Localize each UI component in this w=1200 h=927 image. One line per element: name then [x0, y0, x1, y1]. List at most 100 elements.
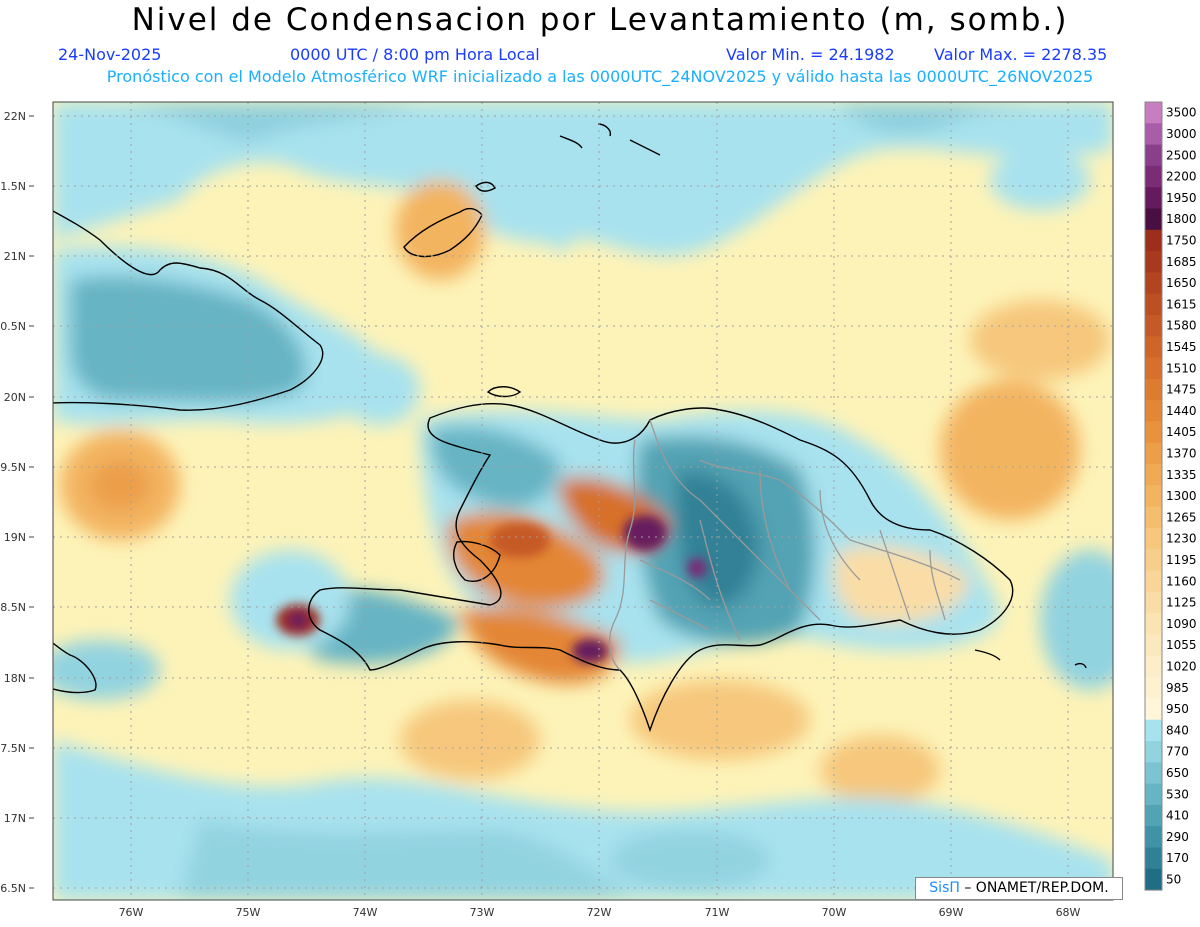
- lon-label: 71W: [705, 906, 730, 919]
- legend-swatch: [1145, 208, 1162, 231]
- lat-label: 21N: [4, 250, 26, 263]
- legend-swatch: [1145, 570, 1162, 593]
- legend-label: 1440: [1166, 404, 1197, 418]
- legend-label: 2500: [1166, 148, 1197, 162]
- legend-label: 1125: [1166, 596, 1197, 610]
- latitude-labels: 22N 1.5N 21N 0.5N 20N 9.5N 19N 8.5N 18N …: [0, 110, 26, 895]
- lat-label: 9.5N: [0, 461, 26, 474]
- legend-label: 1750: [1166, 233, 1197, 247]
- lon-label: 72W: [587, 906, 612, 919]
- color-legend: 3500 3000 2500 2200 1950 1800 1750 1685 1650 1615…: [1144, 101, 1197, 891]
- legend-swatch: [1145, 357, 1162, 380]
- legend-label: 950: [1166, 702, 1189, 716]
- max-value-label: Valor Max. = 2278.35: [934, 45, 1108, 64]
- legend-swatch: [1145, 400, 1162, 422]
- forecast-label: Pronóstico con el Modelo Atmosférico WRF…: [106, 67, 1094, 86]
- legend-label: 1230: [1166, 532, 1197, 546]
- legend-swatch: [1145, 677, 1162, 699]
- legend-swatch: [1145, 464, 1162, 486]
- legend-swatch: [1145, 783, 1162, 806]
- legend-swatch: [1145, 634, 1162, 657]
- legend-swatch: [1145, 378, 1162, 401]
- legend-swatch: [1145, 762, 1162, 784]
- legend-label: 1160: [1166, 574, 1197, 588]
- legend-label: 3000: [1166, 127, 1197, 141]
- legend-swatch: [1145, 229, 1162, 252]
- legend-label: 1615: [1166, 297, 1197, 311]
- legend-swatch: [1145, 591, 1162, 614]
- legend-swatch: [1145, 528, 1162, 550]
- legend-label: 2200: [1166, 170, 1197, 184]
- legend-swatch: [1145, 442, 1162, 465]
- legend-label: 3500: [1166, 106, 1197, 120]
- legend-swatch: [1145, 293, 1162, 316]
- lat-label: 7.5N: [0, 742, 26, 755]
- lon-label: 76W: [119, 906, 144, 919]
- lon-label: 74W: [353, 906, 378, 919]
- legend-label: 840: [1166, 723, 1189, 737]
- legend-swatch: [1145, 251, 1162, 273]
- legend-swatch: [1145, 187, 1162, 209]
- lat-label: 8.5N: [0, 601, 26, 614]
- province-borders: [608, 419, 961, 671]
- legend-label: 1300: [1166, 489, 1197, 503]
- legend-label: 410: [1166, 809, 1189, 823]
- longitude-labels: 76W 75W 74W 73W 72W 71W 70W 69W 68W: [119, 906, 1081, 919]
- lat-ticks: [29, 115, 34, 889]
- credit-brand: SisΠ: [929, 880, 960, 896]
- credit-box: SisΠ – ONAMET/REP.DOM.: [915, 877, 1123, 900]
- legend-label: 770: [1166, 745, 1189, 759]
- legend-swatch: [1145, 336, 1162, 358]
- legend-swatch: [1145, 613, 1162, 635]
- legend-swatch: [1145, 741, 1162, 763]
- legend-swatch: [1145, 698, 1162, 721]
- lat-label: 0.5N: [0, 320, 26, 333]
- lat-label: 19N: [4, 531, 26, 544]
- legend-label: 1090: [1166, 617, 1197, 631]
- legend-label: 1950: [1166, 191, 1197, 205]
- legend-label: 1020: [1166, 659, 1197, 673]
- legend-label: 1545: [1166, 340, 1197, 354]
- legend-label: 170: [1166, 851, 1189, 865]
- legend-swatch: [1145, 123, 1162, 145]
- legend-swatch: [1145, 485, 1162, 508]
- lat-label: 20N: [4, 391, 26, 404]
- legend-label: 1335: [1166, 468, 1197, 482]
- legend-swatch: [1145, 655, 1162, 678]
- lat-label: 22N: [4, 110, 26, 123]
- legend-label: 985: [1166, 681, 1189, 695]
- shaded-field: [53, 102, 1113, 900]
- legend-swatch: [1145, 315, 1162, 337]
- legend-swatch: [1145, 847, 1162, 870]
- legend-swatch: [1145, 165, 1162, 188]
- legend-label: 1580: [1166, 319, 1197, 333]
- legend-label: 290: [1166, 830, 1189, 844]
- legend-label: 1370: [1166, 446, 1197, 460]
- legend-label: 1800: [1166, 212, 1197, 226]
- lon-label: 75W: [236, 906, 261, 919]
- lon-label: 70W: [822, 906, 847, 919]
- map-title: Nivel de Condensacion por Levantamiento …: [131, 2, 1069, 38]
- legend-swatch: [1145, 144, 1162, 167]
- legend-label: 650: [1166, 766, 1189, 780]
- legend-swatch: [1145, 826, 1162, 848]
- legend-swatch: [1145, 719, 1162, 742]
- legend-label: 1510: [1166, 361, 1197, 375]
- legend-swatch: [1145, 272, 1162, 295]
- legend-label: 1055: [1166, 638, 1197, 652]
- lon-label: 73W: [470, 906, 495, 919]
- time-label: 0000 UTC / 8:00 pm Hora Local: [290, 45, 540, 64]
- legend-label: 1195: [1166, 553, 1197, 567]
- legend-swatch: [1145, 868, 1162, 891]
- date-label: 24-Nov-2025: [58, 45, 162, 64]
- legend-swatch: [1145, 549, 1162, 571]
- lat-label: 18N: [4, 672, 26, 685]
- lat-label: 1.5N: [0, 180, 26, 193]
- legend-label: 530: [1166, 787, 1189, 801]
- legend-label: 1475: [1166, 383, 1197, 397]
- legend-swatch: [1145, 421, 1162, 444]
- credit-text: – ONAMET/REP.DOM.: [964, 880, 1109, 896]
- min-value-label: Valor Min. = 24.1982: [726, 45, 895, 64]
- legend-label: 50: [1166, 872, 1181, 886]
